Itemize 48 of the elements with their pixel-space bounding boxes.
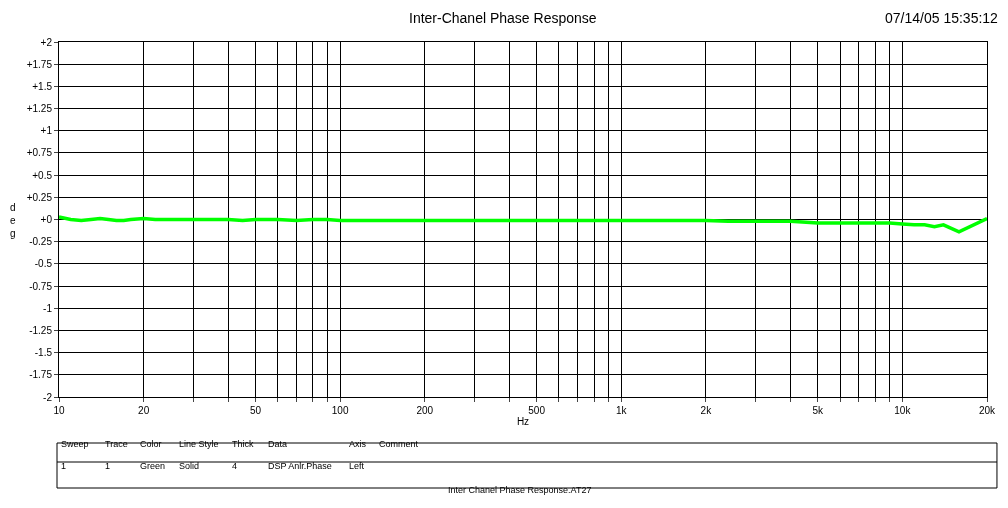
text: Data bbox=[268, 439, 288, 449]
x-tick-label: 10k bbox=[894, 405, 912, 416]
y-tick-label: +1.25 bbox=[26, 103, 53, 115]
text: Left bbox=[349, 461, 365, 471]
x-tick-label: 500 bbox=[528, 405, 546, 416]
text: Green bbox=[140, 461, 166, 471]
y-tick-label: +1.5 bbox=[32, 80, 53, 92]
y-tick-label: +1.75 bbox=[26, 58, 53, 70]
y-tick-label: -1.5 bbox=[34, 347, 53, 359]
text: Color bbox=[140, 439, 162, 449]
text: Inter Chanel Phase Response.AT27 bbox=[448, 485, 592, 495]
x-tick-label: 20 bbox=[138, 405, 150, 416]
y-tick-label: +1 bbox=[40, 125, 53, 137]
x-tick-label: 10 bbox=[53, 405, 65, 416]
text: Comment bbox=[379, 439, 419, 449]
y-tick-label: +0.25 bbox=[26, 191, 53, 203]
text: Solid bbox=[179, 461, 200, 471]
y-tick-label: -0.5 bbox=[34, 258, 53, 270]
y-tick-label: +0.75 bbox=[26, 147, 53, 159]
chart-title: Inter-Chanel Phase Response bbox=[409, 10, 597, 26]
y-tick-label: +2 bbox=[40, 36, 53, 48]
y-tick-label: -0.25 bbox=[29, 236, 53, 248]
x-tick-label: 100 bbox=[331, 405, 349, 416]
text: Sweep bbox=[61, 439, 89, 449]
text: 1 bbox=[61, 461, 67, 471]
text: 1 bbox=[105, 461, 111, 471]
text: 07/14/05 15:35:12 bbox=[885, 10, 999, 26]
y-tick-label: +0.5 bbox=[32, 169, 53, 181]
y-tick-label: -1.75 bbox=[29, 369, 53, 381]
x-axis-title: Hz bbox=[516, 416, 530, 427]
text: Axis bbox=[349, 439, 367, 449]
text: Thick bbox=[232, 439, 254, 449]
y-tick-label: -1.25 bbox=[29, 324, 53, 336]
x-tick-label: 200 bbox=[416, 405, 434, 416]
x-tick-label: 20k bbox=[978, 405, 997, 416]
x-tick-label: 1k bbox=[615, 405, 628, 416]
y-tick-label: -1 bbox=[43, 302, 53, 314]
y-tick-label: -0.75 bbox=[29, 280, 53, 292]
y-axis-title: deg bbox=[10, 202, 16, 239]
text: Trace bbox=[105, 439, 128, 449]
x-tick-label: 5k bbox=[812, 405, 825, 416]
text: DSP Anlr.Phase bbox=[268, 461, 332, 471]
y-tick-label: +0 bbox=[40, 214, 53, 225]
text: Line Style bbox=[179, 439, 219, 449]
x-tick-label: 2k bbox=[700, 405, 713, 416]
text: 4 bbox=[232, 461, 238, 471]
x-tick-label: 50 bbox=[249, 405, 262, 416]
y-tick-label: -2 bbox=[43, 391, 53, 403]
